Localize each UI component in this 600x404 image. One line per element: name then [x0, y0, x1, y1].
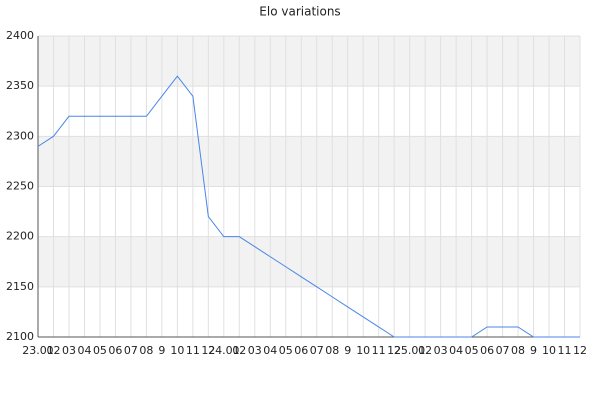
- x-tick-label: 05: [465, 344, 479, 357]
- x-tick-label: 11: [186, 344, 200, 357]
- x-tick-label: 04: [263, 344, 277, 357]
- chart-title: Elo variations: [259, 5, 340, 19]
- x-tick-label: 08: [325, 344, 339, 357]
- x-tick-label: 07: [496, 344, 510, 357]
- x-tick-label: 25.01: [394, 344, 426, 357]
- x-tick-label: 02: [232, 344, 246, 357]
- grid-band: [38, 186, 580, 237]
- grid-band: [38, 36, 580, 87]
- y-tick-label: 2400: [6, 29, 34, 42]
- x-tick-label: 9: [344, 344, 351, 357]
- x-tick-label: 9: [530, 344, 537, 357]
- x-tick-label: 11: [372, 344, 386, 357]
- y-tick-label: 2200: [6, 230, 34, 243]
- y-tick-label: 2250: [6, 180, 34, 193]
- x-tick-label: 05: [93, 344, 107, 357]
- x-tick-label: 02: [418, 344, 432, 357]
- grid-band: [38, 86, 580, 137]
- x-tick-label: 11: [558, 344, 572, 357]
- grid-band: [38, 286, 580, 337]
- x-tick-label: 10: [170, 344, 184, 357]
- x-tick-label: 03: [434, 344, 448, 357]
- x-tick-label: 06: [108, 344, 122, 357]
- x-tick-label: 12: [201, 344, 215, 357]
- x-tick-label: 02: [46, 344, 60, 357]
- grid-band: [38, 236, 580, 287]
- x-tick-label: 07: [124, 344, 138, 357]
- x-tick-label: 9: [158, 344, 165, 357]
- x-tick-label: 08: [139, 344, 153, 357]
- x-tick-label: 10: [542, 344, 556, 357]
- x-tick-label: 12: [573, 344, 587, 357]
- y-tick-label: 2350: [6, 79, 34, 92]
- x-tick-label: 05: [279, 344, 293, 357]
- x-tick-label: 06: [480, 344, 494, 357]
- x-tick-label: 03: [248, 344, 262, 357]
- y-tick-label: 2300: [6, 129, 34, 142]
- x-tick-label: 04: [77, 344, 91, 357]
- x-tick-label: 23.01: [22, 344, 54, 357]
- x-tick-label: 07: [310, 344, 324, 357]
- x-tick-label: 06: [294, 344, 308, 357]
- x-tick-label: 24.01: [208, 344, 240, 357]
- x-tick-label: 10: [356, 344, 370, 357]
- x-tick-label: 08: [511, 344, 525, 357]
- x-tick-label: 12: [387, 344, 401, 357]
- grid-band: [38, 136, 580, 187]
- series-line: [37, 75, 580, 338]
- x-tick-label: 03: [62, 344, 76, 357]
- x-tick-label: 04: [449, 344, 463, 357]
- y-tick-label: 2150: [6, 280, 34, 293]
- y-tick-label: 2100: [6, 330, 34, 343]
